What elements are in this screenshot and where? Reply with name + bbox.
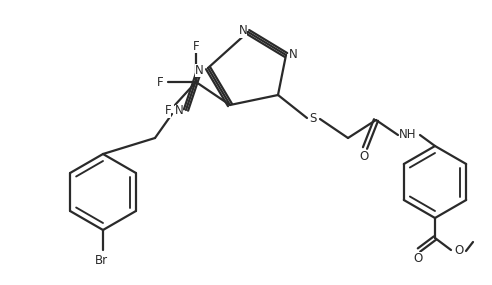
Text: Br: Br — [94, 253, 108, 266]
Text: N: N — [175, 105, 184, 117]
Text: F: F — [156, 76, 163, 89]
Text: NH: NH — [399, 127, 417, 141]
Text: N: N — [289, 48, 297, 60]
Text: O: O — [413, 251, 423, 264]
Text: O: O — [359, 150, 369, 162]
Text: O: O — [455, 245, 463, 258]
Text: F: F — [193, 40, 199, 52]
Text: N: N — [195, 64, 203, 76]
Text: S: S — [309, 113, 317, 125]
Text: N: N — [239, 25, 247, 38]
Text: F: F — [165, 105, 171, 117]
